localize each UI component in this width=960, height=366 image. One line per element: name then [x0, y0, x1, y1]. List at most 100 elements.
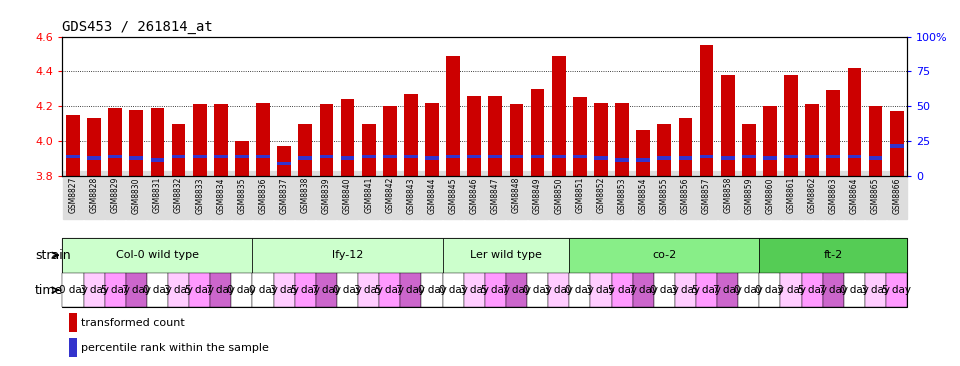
Bar	[742, 124, 756, 176]
Bar	[66, 155, 80, 158]
Bar	[130, 156, 143, 160]
Bar	[569, 273, 590, 307]
Bar	[151, 108, 164, 176]
Bar	[252, 273, 274, 307]
Bar	[341, 99, 354, 176]
Bar	[552, 56, 565, 176]
Bar	[506, 273, 527, 307]
Bar	[172, 124, 185, 176]
Bar	[700, 45, 713, 176]
Bar	[827, 90, 840, 176]
Text: ft-2: ft-2	[824, 250, 843, 260]
Bar	[869, 156, 882, 160]
Bar	[527, 273, 548, 307]
Bar	[147, 273, 168, 307]
Bar	[633, 273, 654, 307]
Bar	[552, 155, 565, 158]
Bar	[84, 273, 105, 307]
Text: 0 day: 0 day	[565, 285, 594, 295]
Bar	[805, 155, 819, 158]
Bar	[485, 273, 506, 307]
Bar	[865, 273, 886, 307]
Bar	[590, 273, 612, 307]
Bar	[594, 156, 608, 160]
Bar	[636, 131, 650, 176]
Bar	[827, 155, 840, 158]
Bar	[108, 155, 122, 158]
Bar	[615, 158, 629, 162]
Bar	[210, 273, 231, 307]
Text: 3 day: 3 day	[80, 285, 108, 295]
Bar	[193, 155, 206, 158]
Bar	[594, 103, 608, 176]
Bar	[252, 238, 443, 273]
Bar	[87, 118, 101, 176]
Bar	[510, 155, 523, 158]
Bar	[256, 155, 270, 158]
Bar	[468, 155, 481, 158]
Bar	[510, 104, 523, 176]
Bar	[358, 273, 379, 307]
Bar	[675, 273, 696, 307]
Bar	[658, 124, 671, 176]
Bar	[320, 104, 333, 176]
Text: 7 day: 7 day	[312, 285, 341, 295]
Bar	[569, 238, 759, 273]
Bar	[890, 144, 903, 148]
Text: 0 day: 0 day	[650, 285, 679, 295]
Text: 3 day: 3 day	[671, 285, 700, 295]
Bar	[742, 155, 756, 158]
Bar	[126, 273, 147, 307]
Bar	[443, 238, 569, 273]
Text: strain: strain	[35, 249, 71, 262]
Bar	[108, 108, 122, 176]
Bar	[404, 94, 418, 176]
Bar	[805, 104, 819, 176]
Bar	[256, 103, 270, 176]
Bar	[87, 156, 101, 160]
Bar	[446, 56, 460, 176]
Bar	[784, 155, 798, 158]
Bar	[295, 273, 316, 307]
Bar	[548, 273, 569, 307]
Bar	[299, 156, 312, 160]
Bar	[654, 273, 675, 307]
Text: 7 day: 7 day	[713, 285, 742, 295]
Bar	[531, 89, 544, 176]
Text: 7 day: 7 day	[819, 285, 848, 295]
Bar	[700, 155, 713, 158]
Text: GDS453 / 261814_at: GDS453 / 261814_at	[62, 20, 213, 34]
Text: 3 day: 3 day	[354, 285, 383, 295]
Bar	[869, 106, 882, 176]
Bar	[696, 273, 717, 307]
Text: time: time	[35, 284, 63, 296]
Bar	[823, 273, 844, 307]
Bar	[320, 155, 333, 158]
Bar	[636, 158, 650, 162]
Bar	[235, 141, 249, 176]
Bar	[848, 155, 861, 158]
Bar	[172, 155, 185, 158]
Bar	[573, 155, 587, 158]
Bar	[489, 155, 502, 158]
Bar	[759, 238, 907, 273]
Text: co-2: co-2	[652, 250, 677, 260]
Text: 0 day: 0 day	[228, 285, 256, 295]
Text: 0 day: 0 day	[734, 285, 763, 295]
Bar	[421, 273, 443, 307]
Text: 0 day: 0 day	[143, 285, 172, 295]
Text: 3 day: 3 day	[544, 285, 573, 295]
Bar	[214, 104, 228, 176]
Bar	[446, 155, 460, 158]
Bar	[400, 273, 421, 307]
Text: 0 day: 0 day	[249, 285, 277, 295]
Text: transformed count: transformed count	[82, 318, 185, 328]
Bar	[404, 155, 418, 158]
Bar	[679, 156, 692, 160]
Bar	[379, 273, 400, 307]
Bar	[168, 273, 189, 307]
Text: Ler wild type: Ler wild type	[470, 250, 541, 260]
Bar	[299, 124, 312, 176]
Bar	[802, 273, 823, 307]
Bar	[844, 273, 865, 307]
